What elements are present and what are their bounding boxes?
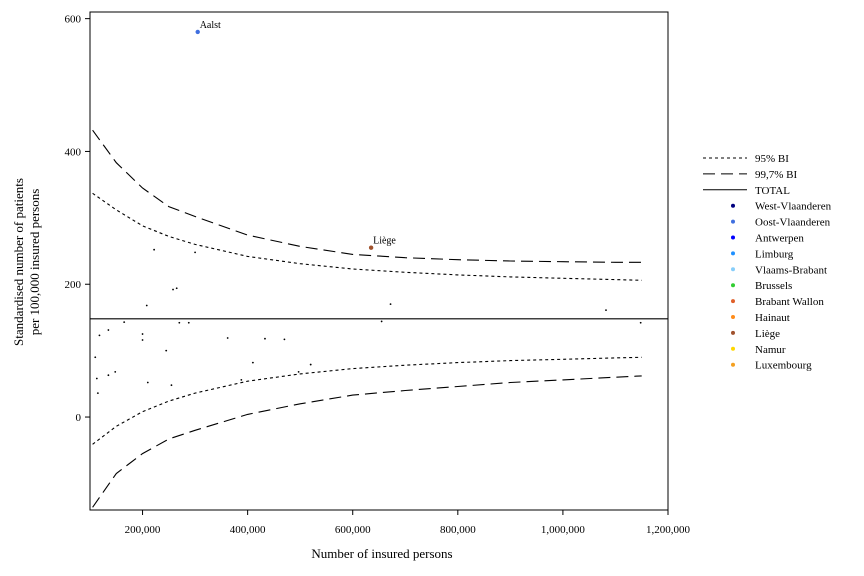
data-points: Aalst Liège xyxy=(94,20,642,395)
legend-marker xyxy=(731,299,735,304)
highlight-point xyxy=(368,245,374,250)
legend-marker xyxy=(731,219,735,224)
x-axis-label: Number of insured persons xyxy=(311,546,452,561)
x-tick-label: 1,200,000 xyxy=(646,524,691,536)
data-point xyxy=(380,320,383,323)
data-point xyxy=(170,384,173,387)
legend-entry: 95% BI xyxy=(755,153,789,165)
bi997-upper-line xyxy=(92,129,642,263)
legend-marker xyxy=(731,330,735,335)
data-point xyxy=(605,309,607,312)
data-point xyxy=(123,321,126,323)
legend-entry: Luxembourg xyxy=(755,360,812,372)
legend-entry: 99,7% BI xyxy=(755,169,798,181)
plot-frame xyxy=(89,11,669,511)
data-point xyxy=(114,370,117,373)
point-label: Aalst xyxy=(200,20,221,31)
data-point xyxy=(178,321,181,324)
data-point xyxy=(145,304,148,307)
legend-entry: West-Vlaanderen xyxy=(755,201,832,213)
data-point xyxy=(141,333,144,335)
legend-entry: Hainaut xyxy=(755,312,790,324)
y-tick-label: 400 xyxy=(65,146,82,158)
legend-marker xyxy=(731,203,735,208)
legend-marker xyxy=(731,235,735,240)
legend: 95% BI 99,7% BI TOTAL West-Vlaanderen Oost-V… xyxy=(703,153,832,372)
data-point xyxy=(309,363,312,366)
legend-entry: Namur xyxy=(755,344,786,356)
legend-entry: Liège xyxy=(755,328,780,340)
y-tick-label: 0 xyxy=(76,412,82,424)
legend-entry: Oost-Vlaanderen xyxy=(755,217,831,229)
legend-marker xyxy=(731,267,735,272)
data-point xyxy=(175,287,178,290)
y-axis-label-line-1: Standardised number of patients xyxy=(11,178,26,346)
legend-entry: Antwerpen xyxy=(755,233,804,245)
y-axis-label-line-2: per 100,000 insured persons xyxy=(27,189,42,336)
data-point xyxy=(297,370,300,373)
x-axis: 200,000 400,000 600,000 800,000 1,000,000 1,2… xyxy=(125,510,691,536)
legend-marker xyxy=(731,283,735,288)
data-point xyxy=(107,329,110,331)
data-point xyxy=(240,378,243,381)
data-point xyxy=(146,381,149,384)
data-point xyxy=(187,321,190,324)
data-point xyxy=(172,288,174,291)
data-point xyxy=(194,251,196,254)
legend-marker xyxy=(731,346,735,351)
y-tick-label: 200 xyxy=(65,279,82,291)
data-point xyxy=(264,337,266,340)
data-point xyxy=(251,361,254,364)
x-tick-label: 200,000 xyxy=(125,524,161,536)
y-tick-label: 600 xyxy=(65,14,82,26)
data-point xyxy=(98,334,101,337)
legend-marker xyxy=(731,315,735,319)
data-point xyxy=(107,374,110,377)
data-point xyxy=(96,392,99,395)
data-point xyxy=(283,338,286,341)
data-point xyxy=(165,349,168,352)
legend-entry: Brussels xyxy=(755,280,792,292)
legend-entry: Vlaams-Brabant xyxy=(755,264,827,276)
data-point xyxy=(141,339,144,341)
legend-entry: TOTAL xyxy=(755,185,790,197)
legend-entry: Brabant Wallon xyxy=(755,296,824,308)
legend-entry: Limburg xyxy=(755,248,794,260)
x-tick-label: 400,000 xyxy=(230,524,266,536)
data-point xyxy=(226,337,229,339)
highlight-point xyxy=(195,29,200,35)
data-point xyxy=(389,303,392,306)
data-point xyxy=(94,356,97,359)
x-tick-label: 1,000,000 xyxy=(541,524,586,536)
data-point xyxy=(153,248,156,251)
bi997-lower-line xyxy=(92,375,642,508)
y-axis: 0 200 400 600 xyxy=(65,14,90,424)
x-tick-label: 600,000 xyxy=(335,524,371,536)
data-point xyxy=(639,321,642,324)
x-tick-label: 800,000 xyxy=(440,524,476,536)
legend-marker xyxy=(731,251,735,256)
legend-marker xyxy=(731,362,735,367)
bi95-lower-line xyxy=(92,356,642,445)
point-label: Liège xyxy=(373,236,396,247)
confidence-limits xyxy=(90,129,668,508)
data-point xyxy=(95,377,98,380)
bi95-upper-line xyxy=(92,192,642,281)
